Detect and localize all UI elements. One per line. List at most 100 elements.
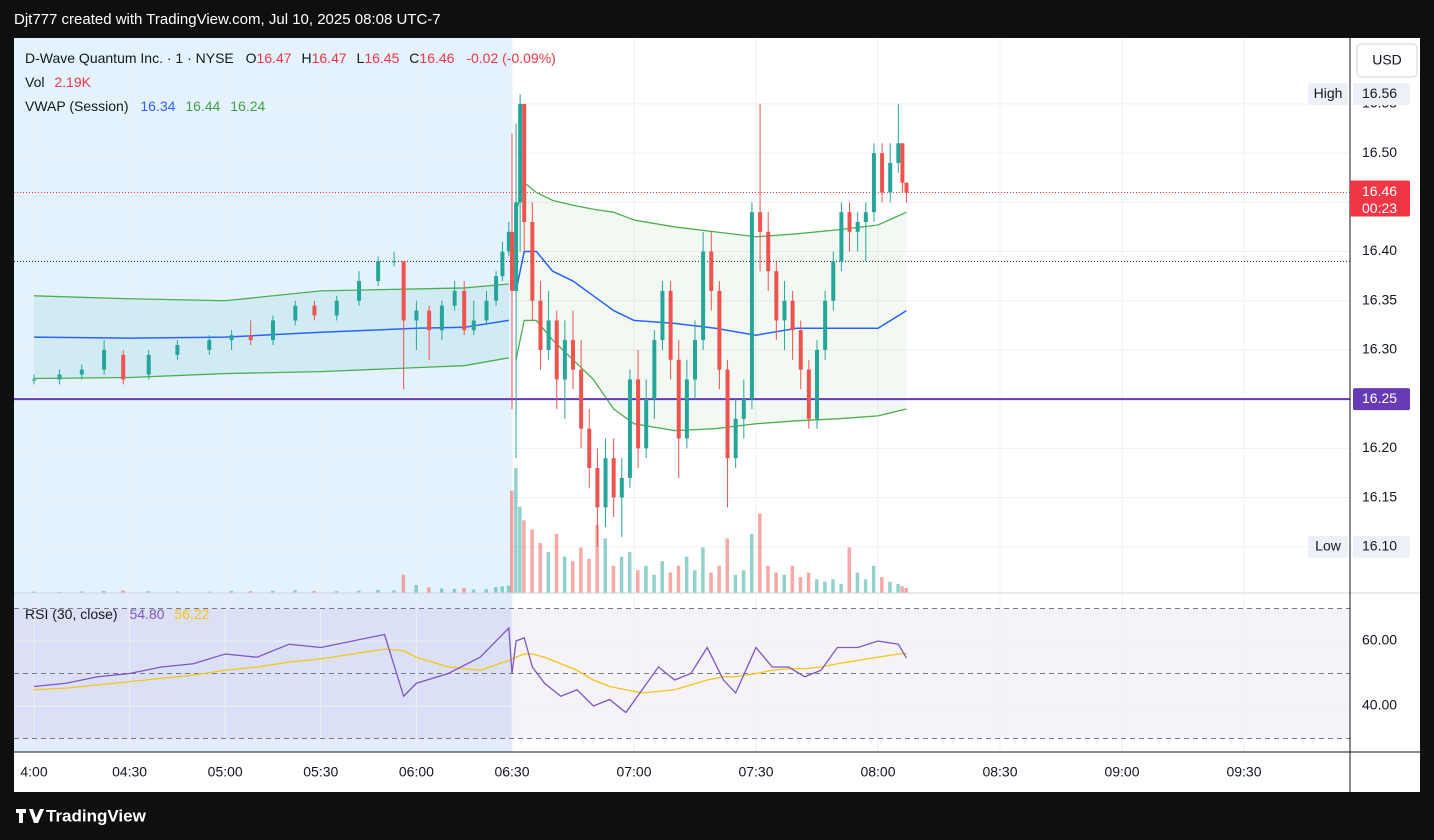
volume-bar (815, 579, 819, 593)
candle-body (510, 231, 514, 291)
volume-bar (248, 591, 253, 593)
legend-volume: Vol 2.19K (25, 74, 92, 90)
legend-ohlc: D-Wave Quantum Inc. · 1 · NYSE O16.47 H1… (25, 50, 556, 66)
y-tick-label: 16.30 (1362, 341, 1397, 357)
volume-bar (896, 583, 900, 593)
volume-bar (595, 524, 599, 593)
volume-bar (839, 583, 843, 593)
marker-label-box (1308, 83, 1348, 106)
level-label-box (1353, 388, 1410, 411)
candle-body (815, 349, 819, 419)
candle-body (357, 281, 362, 301)
vwap-name: VWAP (Session) (25, 98, 128, 114)
volume-bar (175, 591, 179, 593)
candle-body (823, 300, 828, 350)
rsi-ma-value: 56.22 (174, 606, 209, 622)
volume-bar (530, 529, 534, 593)
volume-bar (538, 543, 542, 593)
volume-bar (900, 586, 904, 593)
candle-body (334, 300, 339, 316)
x-tick-label: 08:00 (860, 764, 895, 780)
volume-bar (293, 590, 297, 593)
volume-bar (871, 565, 876, 593)
candle-body (293, 305, 298, 321)
volume-bar (741, 570, 746, 593)
volume-bar (717, 565, 721, 593)
x-tick-label: 09:00 (1104, 764, 1139, 780)
volume-bar (806, 572, 811, 593)
volume-bar (452, 588, 457, 593)
candle-body (888, 162, 893, 193)
candle-body (774, 271, 779, 321)
volume-bar (701, 547, 705, 593)
candle-body (376, 261, 381, 282)
candle-body (855, 222, 860, 232)
volume-bar (79, 591, 84, 593)
volume-bar (652, 574, 656, 593)
candle-body (506, 231, 511, 252)
rsi-tick-label: 60.00 (1362, 632, 1397, 648)
candle-body (471, 320, 476, 331)
candle-body (717, 290, 722, 370)
candle-body (452, 290, 457, 306)
volume-bar (611, 565, 616, 593)
currency[interactable]: USD (1372, 52, 1402, 68)
volume-bar (798, 577, 803, 593)
ohlc-letter: H (301, 50, 311, 66)
volume-bar (636, 570, 640, 593)
rsi-tick-label: 40.00 (1362, 697, 1397, 713)
candle-body (146, 354, 151, 375)
volume-bar (229, 590, 234, 593)
rsi-line (33, 626, 908, 714)
volume-bar (522, 520, 526, 593)
x-tick-label: 06:30 (494, 764, 529, 780)
candle-body (676, 359, 681, 439)
volume-bar (644, 565, 648, 593)
candle-body (896, 143, 901, 163)
candle-body (175, 345, 180, 355)
candle-body (530, 222, 535, 301)
candle-body (248, 335, 253, 341)
volume-bar (506, 585, 511, 593)
candle-body (790, 300, 795, 331)
candle-body (207, 340, 212, 350)
x-tick-label: 05:30 (303, 764, 338, 780)
volume-bar (855, 572, 860, 593)
volume-bar (462, 588, 466, 593)
candle-body (668, 290, 673, 360)
candle-body (554, 320, 559, 380)
candle-body (806, 369, 811, 419)
volume-bar (668, 572, 673, 593)
rsi-value: 54.80 (129, 606, 164, 622)
candle-body (611, 458, 616, 498)
y-tick-label: 16.50 (1362, 144, 1397, 160)
x-tick-label: 04:30 (112, 764, 147, 780)
rsi-ma-line (33, 648, 907, 694)
volume-bar (587, 558, 591, 593)
legend: D-Wave Quantum Inc. · 1 · NYSE O16.47 H1… (25, 50, 556, 622)
volume-bar (414, 585, 418, 593)
marker-value: 16.10 (1362, 537, 1397, 553)
ohlc-value: 16.46 (419, 50, 454, 66)
candle-body (462, 290, 467, 331)
candle-body (414, 310, 419, 321)
x-tick-label: 4:00 (20, 764, 47, 780)
candle-body (749, 212, 754, 400)
candle-body (904, 182, 909, 193)
candle-body (627, 379, 632, 478)
volume-bar (207, 591, 211, 593)
candle-body (439, 305, 444, 331)
volume-bar (102, 590, 106, 593)
candle-body (766, 231, 771, 272)
currency-button[interactable] (1356, 43, 1418, 78)
volume-bar (904, 588, 908, 593)
header: Djt777 created with TradingView.com, Jul… (14, 11, 441, 28)
symbol: D-Wave Quantum Inc. · 1 · NYSE (25, 50, 234, 66)
x-tick-label: 07:00 (616, 764, 651, 780)
candle-body (758, 212, 763, 232)
volume-bar (880, 577, 884, 593)
x-tick-label: 09:30 (1226, 764, 1261, 780)
volume-bar (514, 468, 518, 593)
volume-bar (494, 587, 498, 593)
ohlc-value: 16.47 (257, 50, 292, 66)
